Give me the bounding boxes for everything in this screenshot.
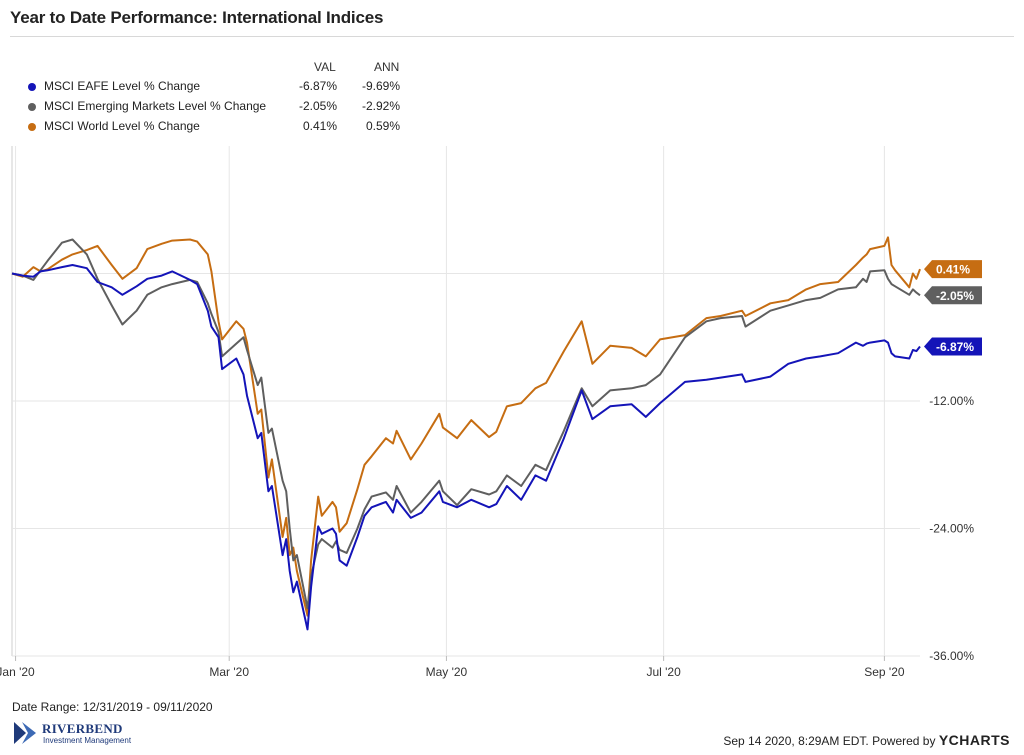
end-label-eafe-text: -6.87% xyxy=(936,340,974,354)
logo-wordmark: RIVERBEND xyxy=(42,721,123,736)
legend-ann: -2.92% xyxy=(361,99,400,113)
legend-header-val: VAL xyxy=(314,60,336,74)
legend-ann: 0.59% xyxy=(365,119,400,133)
legend-ann: -9.69% xyxy=(361,79,400,93)
y-tick-label: -24.00% xyxy=(929,522,974,536)
legend-marker-eafe xyxy=(28,83,36,91)
legend-marker-em xyxy=(28,103,36,111)
legend-series-name: MSCI Emerging Markets Level % Change xyxy=(44,99,267,113)
x-tick-label: Jul '20 xyxy=(646,665,681,679)
riverbend-logo-icon xyxy=(14,722,36,744)
y-tick-label: -12.00% xyxy=(929,394,974,408)
riverbend-logo: RIVERBEND Investment Management xyxy=(12,720,142,750)
legend-val: -6.87% xyxy=(298,79,337,93)
logo-tagline: Investment Management xyxy=(43,736,132,745)
legend-marker-world xyxy=(28,123,36,131)
series-line-eafe xyxy=(11,264,921,631)
y-tick-label: -36.00% xyxy=(929,649,974,663)
x-tick-label: Jan '20 xyxy=(0,665,35,679)
credit-text: Sep 14 2020, 8:29AM EDT. Powered by xyxy=(723,734,936,748)
ycharts-brand[interactable]: YCHARTS xyxy=(938,732,1010,748)
end-label-emerging-flag xyxy=(924,286,982,305)
title-divider xyxy=(10,36,1014,37)
end-label-emerging-text: -2.05% xyxy=(936,289,974,303)
powered-by-credit: Sep 14 2020, 8:29AM EDT. Powered by YCHA… xyxy=(723,732,1010,748)
x-tick-label: May '20 xyxy=(426,665,468,679)
chart-title: Year to Date Performance: International … xyxy=(10,8,384,27)
end-label-world-text: 0.41% xyxy=(936,263,970,277)
series-line-emerging xyxy=(11,238,921,610)
end-label-world-flag xyxy=(924,260,982,279)
line-chart[interactable]: -36.00% -24.00% -12.00% Jan '20 Mar '20 May '… xyxy=(0,0,1024,700)
x-tick-label: Sep '20 xyxy=(864,665,905,679)
legend-val: 0.41% xyxy=(302,119,337,133)
legend-header-ann: ANN xyxy=(374,60,400,74)
end-label-eafe-flag xyxy=(924,337,982,356)
x-tick-label: Mar '20 xyxy=(209,665,249,679)
date-range: Date Range: 12/31/2019 - 09/11/2020 xyxy=(12,700,213,714)
legend-series-name: MSCI EAFE Level % Change xyxy=(44,79,201,93)
legend-series-name: MSCI World Level % Change xyxy=(44,119,200,133)
series-line-world xyxy=(11,236,921,617)
legend-val: -2.05% xyxy=(298,99,337,113)
